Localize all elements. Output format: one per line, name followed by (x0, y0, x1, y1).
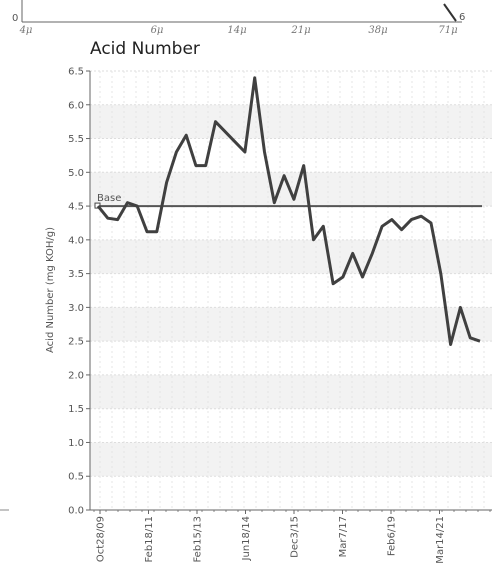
x-axis-ticks: Oct28/09 Feb18/11 Feb15/13 Jun18/14 Dec3/15 M… (93, 510, 491, 564)
top-strip-x-tick: 21μ (290, 25, 310, 36)
chart-title: Acid Number (90, 39, 200, 59)
y-tick-label: 6.5 (68, 67, 84, 78)
y-tick-label: 1.5 (68, 404, 84, 415)
top-strip-y-tick: 0 (12, 13, 18, 24)
y-axis-label: Acid Number (mg KOH/g) (45, 227, 56, 353)
y-axis-ticks: 0.0 0.5 1.0 1.5 2.0 2.5 3.0 3.5 4.0 4.5 5.0 5.5 6.0 6… (68, 67, 90, 517)
y-tick-label: 3.0 (68, 303, 84, 314)
y-tick-label: 4.0 (68, 235, 84, 246)
top-strip-x-tick: 38μ (368, 25, 387, 36)
y-tick-label: 5.0 (68, 168, 84, 179)
y-tick-label: 6.0 (68, 100, 84, 111)
x-tick-label: Mar7/17 (338, 516, 349, 557)
top-strip: 0 6 4μ 6μ 14μ 21μ 38μ 71μ (12, 0, 465, 36)
grid-band (90, 442, 492, 477)
top-strip-curve (443, 3, 457, 22)
grid-band (90, 239, 492, 274)
y-tick-label: 4.5 (68, 202, 84, 213)
y-tick-label: 5.5 (68, 134, 84, 145)
top-strip-x-tick: 4μ (19, 25, 33, 36)
grid-band (90, 307, 492, 342)
y-tick-label: 0.0 (68, 506, 84, 517)
y-tick-label: 3.5 (68, 269, 84, 280)
top-strip-end-label: 6 (459, 12, 465, 23)
top-strip-x-tick: 6μ (151, 25, 164, 36)
x-tick-label: Dec3/15 (290, 516, 301, 558)
y-tick-label: 2.5 (68, 337, 84, 348)
vertical-grid (99, 71, 485, 510)
grid-band (90, 374, 492, 409)
top-strip-x-ticks: 4μ 6μ 14μ 21μ 38μ 71μ (19, 25, 458, 36)
series-lines (96, 76, 481, 346)
top-strip-x-tick: 14μ (227, 25, 246, 36)
baseline-marker (94, 202, 101, 209)
y-tick-label: 0.5 (68, 472, 84, 483)
x-tick-label: Jun18/14 (241, 516, 252, 561)
x-tick-label: Mar14/21 (435, 516, 446, 564)
y-tick-label: 1.0 (68, 438, 84, 449)
x-tick-label: Feb6/19 (387, 516, 398, 556)
top-strip-x-tick: 71μ (438, 25, 457, 36)
grid-band (90, 104, 492, 139)
x-tick-label: Feb18/11 (144, 516, 155, 563)
baseline-label: Base (97, 193, 121, 204)
plot-area: 0.0 0.5 1.0 1.5 2.0 2.5 3.0 3.5 4.0 4.5 5.0 5.5 6.0 6… (68, 67, 492, 564)
grid-bands (90, 104, 492, 477)
x-tick-label: Oct28/09 (96, 516, 107, 562)
series-line (96, 76, 481, 346)
y-tick-label: 2.0 (68, 370, 84, 381)
x-tick-label: Feb15/13 (193, 516, 204, 563)
